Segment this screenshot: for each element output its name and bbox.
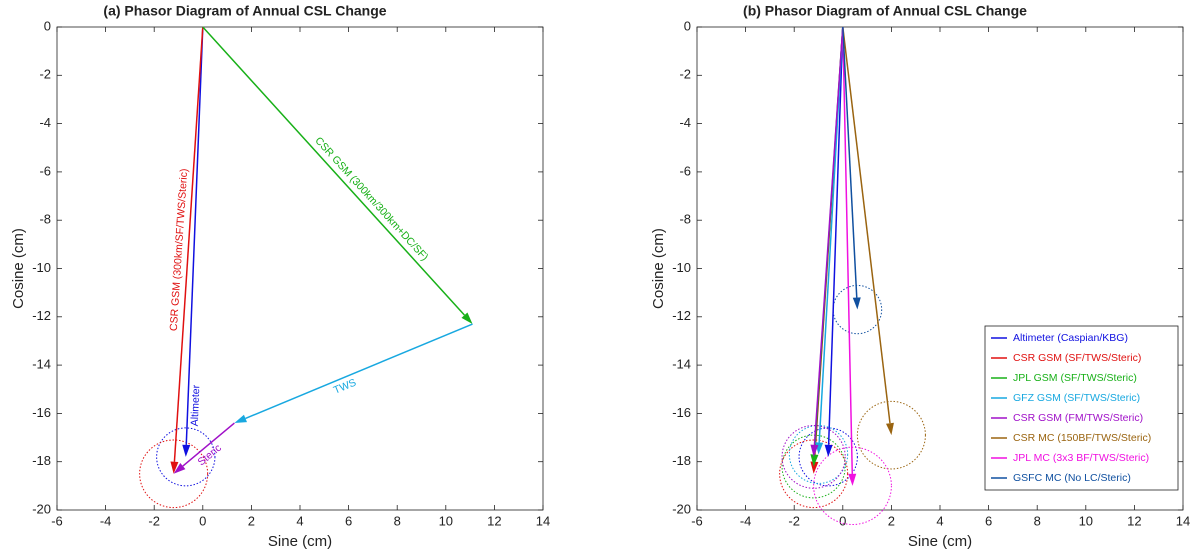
x-tick-label: 12 bbox=[487, 513, 501, 528]
uncertainty-circle bbox=[139, 439, 209, 509]
arrow bbox=[842, 26, 854, 474]
y-axis-label: Cosine (cm) bbox=[650, 228, 667, 309]
y-tick-label: -14 bbox=[672, 357, 691, 372]
uncertainty-circle bbox=[781, 424, 846, 489]
legend-label: GFZ GSM (SF/TWS/Steric) bbox=[1013, 392, 1140, 404]
arrow-head bbox=[824, 444, 833, 457]
x-tick-label: 4 bbox=[936, 513, 943, 528]
x-tick-label: 10 bbox=[439, 513, 453, 528]
uncertainty-circle bbox=[856, 400, 926, 470]
arrow bbox=[182, 422, 235, 467]
legend-label: CSR MC (150BF/TWS/Steric) bbox=[1013, 432, 1151, 444]
arrow bbox=[202, 26, 466, 316]
legend-label: CSR GSM (SF/TWS/Steric) bbox=[1013, 352, 1141, 364]
uncertainty-circle bbox=[156, 427, 216, 487]
y-axis-label: Cosine (cm) bbox=[10, 228, 27, 309]
arrow-head bbox=[810, 461, 819, 474]
x-tick-label: -4 bbox=[100, 513, 112, 528]
x-tick-label: 2 bbox=[248, 513, 255, 528]
uncertainty-circle bbox=[832, 284, 883, 335]
arrow-head bbox=[234, 414, 248, 424]
x-tick-label: 0 bbox=[199, 513, 206, 528]
arrow-head bbox=[848, 473, 857, 486]
arrow bbox=[818, 26, 844, 443]
arrow-head bbox=[886, 422, 894, 436]
y-tick-label: -4 bbox=[39, 115, 51, 130]
x-tick-label: 12 bbox=[1127, 513, 1141, 528]
y-tick-label: -4 bbox=[679, 115, 691, 130]
x-axis-label: Sine (cm) bbox=[268, 533, 332, 550]
x-tick-label: 4 bbox=[296, 513, 303, 528]
plot-area bbox=[56, 26, 544, 511]
x-tick-label: -4 bbox=[740, 513, 752, 528]
arrow-head bbox=[170, 461, 179, 474]
legend-label: CSR GSM (FM/TWS/Steric) bbox=[1013, 412, 1143, 424]
x-tick-label: 2 bbox=[888, 513, 895, 528]
arrow bbox=[842, 26, 891, 424]
legend-label: JPL GSM (SF/TWS/Steric) bbox=[1013, 372, 1137, 384]
y-tick-label: -16 bbox=[32, 405, 51, 420]
chart-title: (b) Phasor Diagram of Annual CSL Change bbox=[743, 3, 1027, 19]
uncertainty-circle bbox=[813, 446, 892, 525]
legend-label: JPL MC (3x3 BF/TWS/Steric) bbox=[1013, 452, 1149, 464]
arrow-head bbox=[461, 312, 473, 325]
uncertainty-circle bbox=[779, 439, 849, 509]
x-tick-label: 8 bbox=[1034, 513, 1041, 528]
uncertainty-circle bbox=[781, 434, 846, 499]
arrow-head bbox=[810, 444, 819, 457]
y-tick-label: -12 bbox=[32, 308, 51, 323]
legend-label: GSFC MC (No LC/Steric) bbox=[1013, 472, 1131, 484]
y-tick-label: -14 bbox=[32, 357, 51, 372]
arrow-label: Altimeter bbox=[189, 384, 203, 426]
y-tick-label: -8 bbox=[39, 212, 51, 227]
x-tick-label: 14 bbox=[1176, 513, 1190, 528]
arrow bbox=[827, 26, 844, 445]
y-tick-label: -2 bbox=[679, 67, 691, 82]
x-tick-label: 6 bbox=[345, 513, 352, 528]
legend-label: Altimeter (Caspian/KBG) bbox=[1013, 332, 1128, 344]
y-tick-label: -6 bbox=[679, 163, 691, 178]
y-tick-label: 0 bbox=[684, 18, 691, 33]
x-tick-label: -2 bbox=[788, 513, 800, 528]
y-tick-label: -16 bbox=[672, 405, 691, 420]
x-tick-label: -2 bbox=[148, 513, 160, 528]
y-tick-label: -20 bbox=[32, 501, 51, 516]
y-tick-label: -12 bbox=[672, 308, 691, 323]
x-tick-label: 8 bbox=[394, 513, 401, 528]
x-tick-label: -6 bbox=[51, 513, 63, 528]
y-tick-label: -20 bbox=[672, 501, 691, 516]
x-tick-label: 0 bbox=[839, 513, 846, 528]
y-tick-label: 0 bbox=[44, 18, 51, 33]
arrow-head bbox=[173, 463, 186, 474]
x-tick-label: 10 bbox=[1079, 513, 1093, 528]
arrow-head bbox=[182, 444, 191, 457]
y-tick-label: -10 bbox=[672, 260, 691, 275]
y-tick-label: -18 bbox=[672, 453, 691, 468]
arrow bbox=[173, 26, 204, 462]
arrow-head bbox=[810, 454, 819, 467]
arrow bbox=[842, 26, 858, 298]
x-axis-label: Sine (cm) bbox=[908, 533, 972, 550]
x-tick-label: 14 bbox=[536, 513, 550, 528]
y-tick-label: -10 bbox=[32, 260, 51, 275]
legend: Altimeter (Caspian/KBG) CSR GSM (SF/TWS/S… bbox=[984, 325, 1179, 491]
legend-box bbox=[984, 325, 1179, 491]
y-tick-label: -6 bbox=[39, 163, 51, 178]
x-tick-label: -6 bbox=[691, 513, 703, 528]
arrow bbox=[185, 26, 204, 445]
x-tick-label: 6 bbox=[985, 513, 992, 528]
y-tick-label: -18 bbox=[32, 453, 51, 468]
y-tick-label: -8 bbox=[679, 212, 691, 227]
arrow bbox=[245, 323, 473, 420]
uncertainty-circle bbox=[798, 427, 858, 487]
arrow-head bbox=[852, 297, 861, 310]
y-tick-label: -2 bbox=[39, 67, 51, 82]
arrow bbox=[813, 26, 844, 445]
chart-title: (a) Phasor Diagram of Annual CSL Change bbox=[103, 3, 386, 19]
